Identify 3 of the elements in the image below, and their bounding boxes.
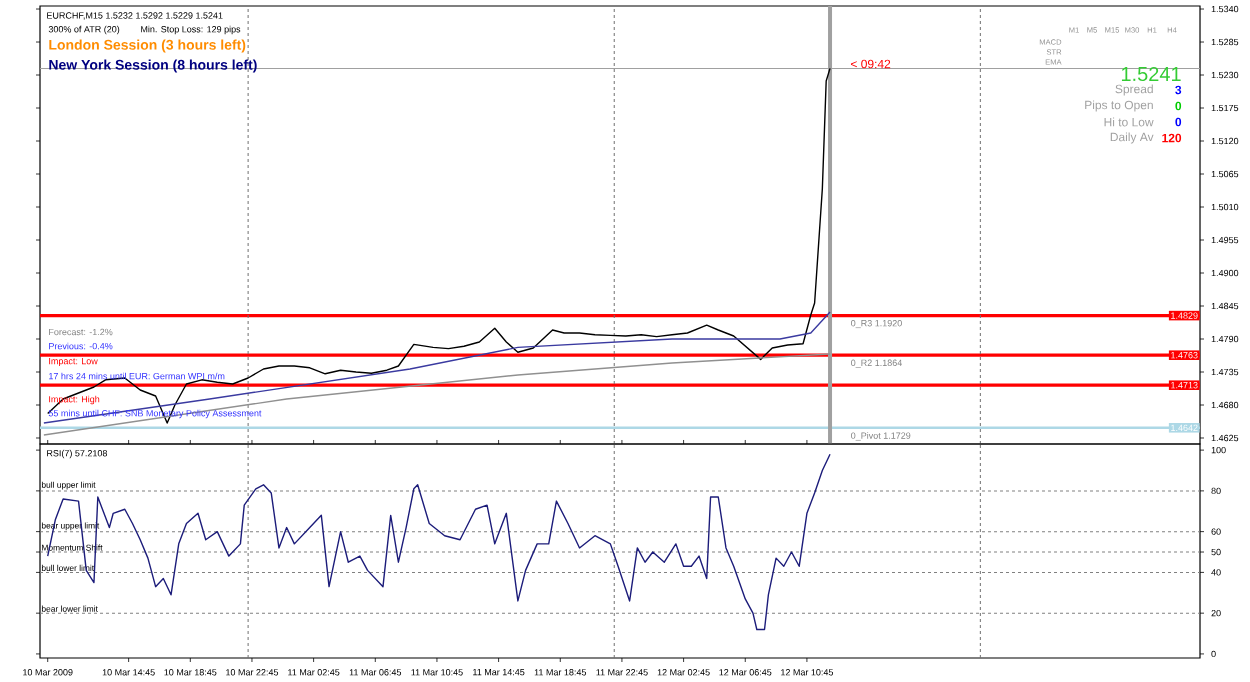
annotation: 1.5241 [1121, 66, 1181, 82]
line-series [43, 311, 831, 424]
line-series [43, 353, 831, 436]
